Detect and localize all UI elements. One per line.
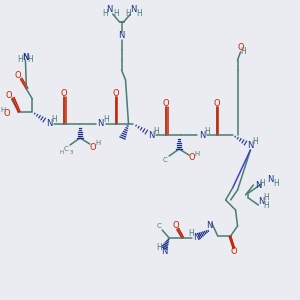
Text: O: O — [173, 221, 179, 230]
Text: H: H — [194, 151, 200, 157]
Text: H: H — [241, 47, 246, 56]
Text: H: H — [260, 178, 265, 188]
Text: C: C — [64, 146, 68, 152]
Text: O: O — [163, 98, 169, 107]
Text: H: H — [263, 194, 269, 202]
Text: N: N — [118, 32, 125, 40]
Text: H: H — [95, 140, 100, 146]
Text: H: H — [253, 137, 258, 146]
Text: N: N — [193, 233, 199, 242]
Text: N: N — [148, 130, 154, 140]
Text: N: N — [267, 176, 274, 184]
Text: N: N — [22, 52, 28, 62]
Text: N: N — [199, 130, 205, 140]
Text: H: H — [273, 178, 279, 188]
Text: H: H — [113, 8, 118, 17]
Text: H: H — [28, 56, 33, 64]
Text: O: O — [3, 110, 10, 118]
Text: O: O — [237, 44, 244, 52]
Text: H: H — [188, 230, 194, 238]
Text: H: H — [59, 151, 63, 155]
Text: N: N — [247, 142, 254, 151]
Text: H: H — [103, 116, 109, 124]
Text: H: H — [153, 127, 159, 136]
Text: N: N — [98, 119, 104, 128]
Text: H: H — [204, 127, 210, 136]
Text: O: O — [189, 154, 195, 163]
Text: O: O — [61, 88, 68, 98]
Text: H: H — [102, 8, 108, 17]
Text: 3: 3 — [69, 151, 73, 155]
Text: N: N — [46, 119, 52, 128]
Text: N: N — [22, 52, 28, 62]
Text: H: H — [126, 8, 131, 17]
Text: N: N — [258, 197, 265, 206]
Text: O: O — [213, 98, 220, 107]
Text: O: O — [230, 248, 237, 256]
Text: O: O — [89, 142, 96, 152]
Text: N: N — [207, 221, 213, 230]
Text: O: O — [5, 91, 12, 100]
Text: H: H — [18, 56, 23, 64]
Text: H: H — [156, 244, 162, 253]
Text: N: N — [255, 181, 262, 190]
Text: O: O — [112, 88, 119, 98]
Text: C: C — [157, 223, 162, 229]
Text: H: H — [51, 116, 57, 124]
Text: H: H — [0, 107, 5, 113]
Text: H: H — [263, 202, 269, 211]
Text: H: H — [136, 8, 142, 17]
Text: N: N — [161, 248, 167, 256]
Text: N: N — [106, 5, 113, 14]
Text: C: C — [163, 157, 168, 163]
Text: N: N — [130, 5, 137, 14]
Text: O: O — [14, 70, 21, 80]
